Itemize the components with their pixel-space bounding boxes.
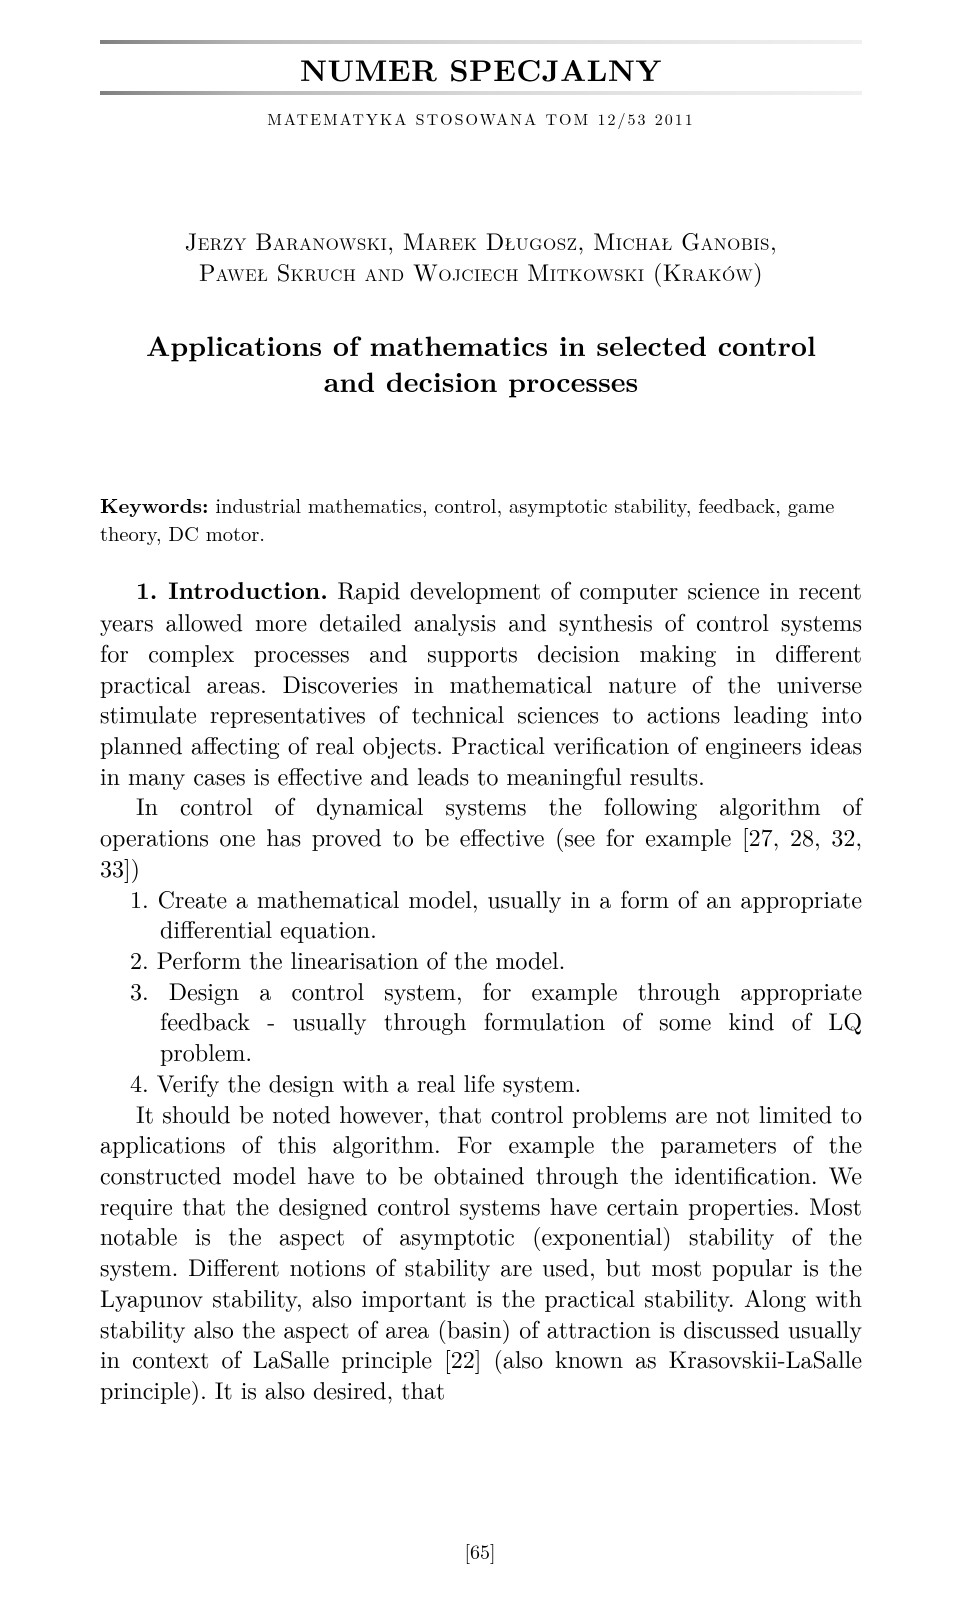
list-item: 3. Design a control system, for example …: [100, 975, 862, 1067]
header-rule: [100, 40, 862, 44]
authors: Jerzy Baranowski, Marek Długosz, Michał …: [100, 225, 862, 286]
authors-line: Jerzy Baranowski, Marek Długosz, Michał …: [100, 225, 862, 256]
section-label: 1. Introduction.: [136, 573, 328, 607]
intro-paragraph: 1. Introduction. Rapid development of co…: [100, 574, 862, 790]
title-line: Applications of mathematics in selected …: [100, 328, 862, 364]
list-item: 2. Perform the linearisation of the mode…: [100, 944, 862, 975]
keywords: Keywords: industrial mathematics, contro…: [100, 492, 862, 546]
page: NUMER SPECJALNY MATEMATYKA STOSOWANA TOM…: [0, 0, 960, 1605]
keywords-label: Keywords:: [100, 491, 209, 520]
keywords-text: industrial mathematics, control, asympto…: [100, 490, 834, 547]
body: 1. Introduction. Rapid development of co…: [100, 574, 862, 1404]
authors-line: Paweł Skruch and Wojciech Mitkowski (Kra…: [100, 256, 862, 287]
title-line: and decision processes: [100, 364, 862, 400]
paper-title: Applications of mathematics in selected …: [100, 328, 862, 400]
ordered-list: 1. Create a mathematical model, usually …: [100, 883, 862, 1098]
list-item: 1. Create a mathematical model, usually …: [100, 883, 862, 944]
list-item: 4. Verify the design with a real life sy…: [100, 1067, 862, 1098]
journal-info: MATEMATYKA STOSOWANA TOM 12/53 2011: [100, 107, 862, 130]
page-number: [65]: [0, 1536, 960, 1565]
para-text: Rapid development of computer science in…: [100, 572, 862, 791]
paragraph: In control of dynamical systems the foll…: [100, 790, 862, 882]
header-rule: [100, 91, 862, 95]
series-title: NUMER SPECJALNY: [100, 47, 862, 90]
paragraph: It should be noted however, that control…: [100, 1098, 862, 1405]
